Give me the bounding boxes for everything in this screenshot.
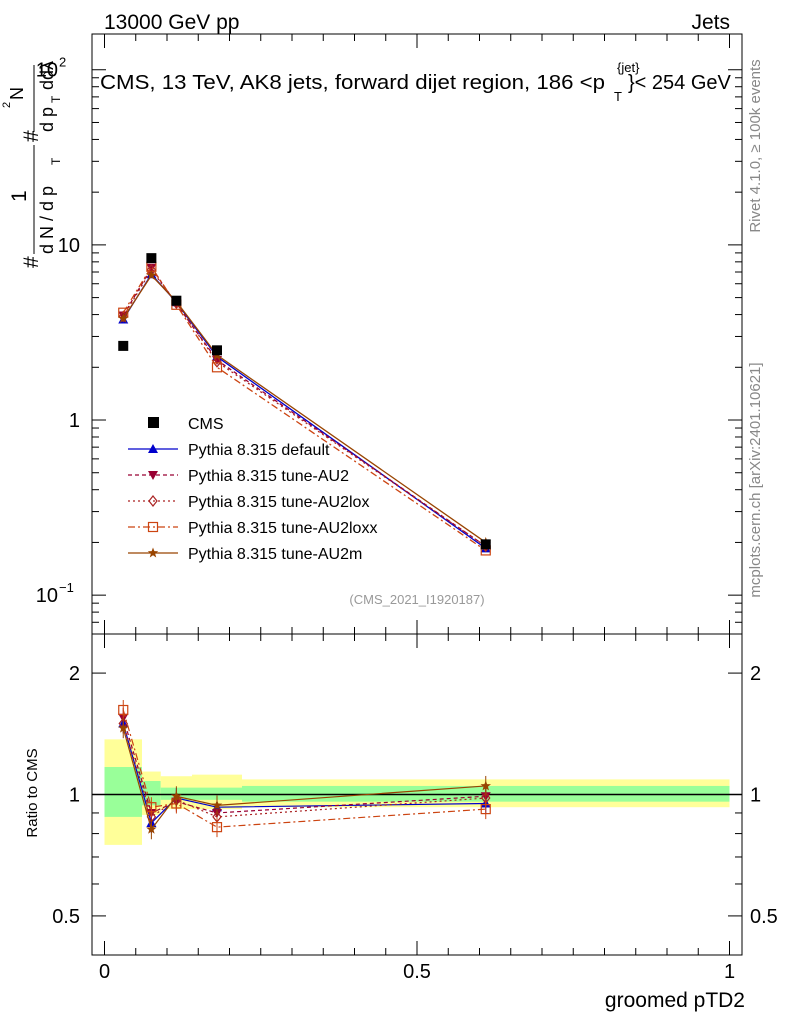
ylabel-hash: # [20, 256, 43, 268]
ratio-y-tick-label-right: 1 [750, 785, 761, 807]
ylabel-dlambda-d: d [37, 80, 57, 90]
legend-marker-0 [148, 444, 158, 453]
ylabel-dlambda: dλ [37, 61, 57, 80]
ratio-line-2 [122, 723, 486, 818]
legend-marker-1 [148, 471, 158, 480]
ratio-point-4 [118, 722, 129, 733]
ylabel-numerator: N [7, 87, 27, 100]
x-tick-label: 0.5 [403, 961, 431, 983]
legend-label-0: Pythia 8.315 default [188, 442, 330, 459]
data-point [212, 345, 222, 356]
data-point [480, 539, 491, 550]
ratio-uncertainty-bands [92, 739, 742, 845]
ylabel-dp: d p [37, 107, 57, 132]
x-tick-label: 0 [99, 961, 110, 983]
ylabel-denominator-subscript: T [49, 157, 63, 165]
ratio-y-tick-label-right: 0.5 [750, 906, 778, 928]
stat-uncertainty-band [192, 787, 242, 800]
y-tick-label: 10 [36, 585, 58, 607]
chart-title: CMS, 13 TeV, AK8 jets, forward dijet reg… [100, 72, 605, 94]
y-tick-label-exponent: 2 [59, 55, 66, 70]
ratio-y-axis-label: Ratio to CMS [24, 748, 41, 837]
ratio-point-3 [211, 822, 223, 833]
text-layer: 13000 GeV pp Jets CMS, 13 TeV, AK8 jets, f… [1, 11, 778, 1012]
ratio-y-tick-label-right: 2 [750, 663, 761, 685]
legend-data-label: CMS [188, 416, 224, 433]
analysis-watermark: (CMS_2021_I1920187) [349, 592, 484, 607]
series-layer [118, 253, 491, 840]
x-tick-label: 1 [724, 961, 735, 983]
ratio-point-3 [146, 802, 157, 813]
data-point [146, 253, 157, 264]
ratio-point-4 [146, 823, 157, 834]
series-point-4 [146, 269, 157, 280]
chart-title-superscript: {jet} [617, 60, 640, 75]
ratio-point-4 [211, 799, 223, 810]
legend: CMS Pythia 8.315 default Pythia 8.315 tune… [128, 416, 377, 563]
series-point-4 [118, 312, 129, 323]
ratio-point-4 [171, 790, 182, 801]
header-energy: 13000 GeV pp [104, 11, 239, 34]
ratio-point-3 [480, 804, 491, 815]
ratio-y-tick-label-left: 1 [69, 785, 80, 807]
legend-marker-2 [148, 495, 158, 507]
ylabel-hash-2: # [20, 130, 43, 142]
ratio-y-tick-label-left: 2 [69, 663, 80, 685]
series-point-3 [211, 362, 223, 373]
legend-label-2: Pythia 8.315 tune-AU2lox [188, 494, 369, 511]
data-point [118, 340, 129, 351]
ylabel-power: 2 [1, 102, 13, 108]
series-point-1 [146, 263, 157, 273]
legend-marker-4 [147, 547, 159, 558]
ratio-y-tick-label-left: 0.5 [52, 906, 80, 928]
legend-data-marker [148, 417, 159, 428]
legend-label-1: Pythia 8.315 tune-AU2 [188, 468, 349, 485]
axis-ticks [92, 34, 742, 956]
legend-label-3: Pythia 8.315 tune-AU2loxx [188, 520, 377, 537]
mcplots-label: mcplots.cern.ch [arXiv:2401.10621] [747, 362, 764, 597]
ylabel-one: 1 [8, 190, 31, 202]
legend-label-4: Pythia 8.315 tune-AU2m [188, 546, 362, 563]
data-point [171, 295, 182, 306]
ratio-line-3 [122, 709, 486, 828]
series-point-2 [212, 355, 222, 368]
chart-title-end: }< 254 GeV [628, 72, 732, 94]
main-plot-frame [91, 33, 743, 635]
series-line-3 [122, 265, 487, 551]
ylabel-dp-subscript: T [49, 95, 63, 103]
stat-uncertainty-band [142, 781, 161, 806]
ratio-point-3 [118, 704, 129, 716]
y-tick-label-exponent: −1 [59, 580, 74, 595]
rivet-version-label: Rivet 4.1.0, ≥ 100k events [747, 59, 764, 232]
header-jets: Jets [691, 11, 730, 34]
x-axis-label: groomed pTD2 [605, 989, 745, 1012]
ylabel-denominator: d N / d p [37, 186, 57, 254]
y-tick-label: 10 [58, 235, 80, 257]
y-tick-label: 1 [69, 410, 80, 432]
y-tick-label: 10 [36, 60, 58, 82]
chart-title-subscript: T [614, 89, 622, 104]
ratio-point-4 [480, 780, 491, 791]
legend-marker-3 [147, 521, 159, 533]
